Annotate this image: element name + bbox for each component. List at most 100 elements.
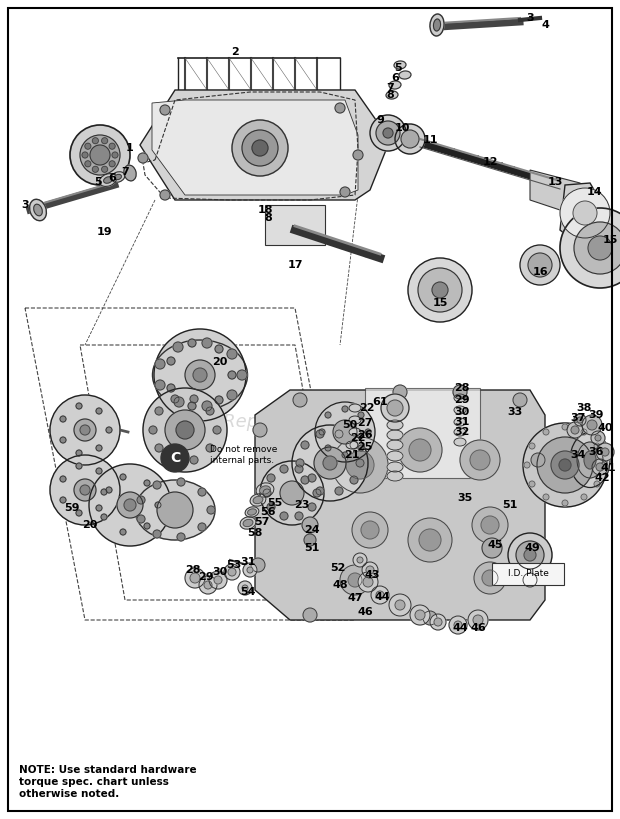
Circle shape <box>600 462 606 468</box>
Ellipse shape <box>454 394 466 402</box>
Text: 27: 27 <box>357 418 373 428</box>
Text: 31: 31 <box>241 557 255 567</box>
Circle shape <box>366 566 374 574</box>
Circle shape <box>333 420 357 444</box>
Circle shape <box>395 124 425 154</box>
Bar <box>365 388 480 478</box>
Circle shape <box>198 488 206 496</box>
Circle shape <box>571 426 579 434</box>
Circle shape <box>120 529 126 535</box>
Text: 15: 15 <box>432 298 448 308</box>
Circle shape <box>198 523 206 531</box>
Text: 11: 11 <box>422 135 438 145</box>
Circle shape <box>415 610 425 620</box>
Circle shape <box>215 396 223 404</box>
Circle shape <box>582 415 602 435</box>
Circle shape <box>453 385 467 399</box>
Circle shape <box>358 412 364 418</box>
Text: 17: 17 <box>287 260 303 270</box>
Ellipse shape <box>99 174 117 187</box>
Circle shape <box>473 615 483 625</box>
Circle shape <box>516 541 544 569</box>
Circle shape <box>434 618 442 626</box>
Text: 4: 4 <box>541 20 549 30</box>
Text: 22: 22 <box>359 403 374 413</box>
Text: 45: 45 <box>487 540 503 550</box>
Circle shape <box>581 429 587 435</box>
Circle shape <box>214 576 222 584</box>
Circle shape <box>70 125 130 185</box>
Text: 39: 39 <box>588 410 604 420</box>
Circle shape <box>204 581 212 589</box>
Circle shape <box>574 222 620 274</box>
Circle shape <box>74 419 96 441</box>
Text: 61: 61 <box>372 397 388 407</box>
Text: 26: 26 <box>357 430 373 440</box>
Circle shape <box>325 412 331 418</box>
Circle shape <box>342 406 348 412</box>
Circle shape <box>408 258 472 322</box>
Circle shape <box>340 187 350 197</box>
Circle shape <box>524 462 530 468</box>
Circle shape <box>280 512 288 520</box>
Text: 53: 53 <box>226 560 242 570</box>
Circle shape <box>167 384 175 392</box>
Circle shape <box>562 424 568 430</box>
Circle shape <box>520 245 560 285</box>
Circle shape <box>559 459 571 471</box>
Circle shape <box>251 558 265 572</box>
Text: 15: 15 <box>602 235 618 245</box>
Circle shape <box>80 425 90 435</box>
Ellipse shape <box>240 517 256 529</box>
Circle shape <box>206 444 214 452</box>
Text: 38: 38 <box>577 403 591 413</box>
Text: 40: 40 <box>597 423 613 433</box>
Text: 54: 54 <box>241 587 255 597</box>
Circle shape <box>430 614 446 630</box>
Circle shape <box>308 474 316 482</box>
Ellipse shape <box>245 507 259 517</box>
Circle shape <box>215 345 223 353</box>
Polygon shape <box>560 183 600 250</box>
Ellipse shape <box>394 61 406 69</box>
Circle shape <box>260 461 324 525</box>
Circle shape <box>263 489 271 497</box>
Text: 5: 5 <box>394 63 402 73</box>
Circle shape <box>165 410 205 450</box>
Text: 21: 21 <box>344 450 360 460</box>
Circle shape <box>381 394 409 422</box>
Text: 7: 7 <box>386 83 394 93</box>
Circle shape <box>596 463 604 471</box>
Circle shape <box>50 455 120 525</box>
Circle shape <box>193 368 207 382</box>
Circle shape <box>149 426 157 434</box>
Circle shape <box>508 533 552 577</box>
Circle shape <box>316 487 324 495</box>
Circle shape <box>332 437 388 493</box>
Text: 32: 32 <box>454 427 470 437</box>
Circle shape <box>161 444 189 472</box>
Circle shape <box>387 400 403 416</box>
Circle shape <box>60 476 66 482</box>
Circle shape <box>60 416 66 422</box>
Circle shape <box>358 445 364 451</box>
Circle shape <box>160 105 170 115</box>
Circle shape <box>601 448 609 456</box>
Text: 6: 6 <box>108 173 116 183</box>
Circle shape <box>363 577 373 587</box>
Text: I.D. Plate: I.D. Plate <box>508 569 549 578</box>
Ellipse shape <box>399 71 411 79</box>
Circle shape <box>454 621 462 629</box>
Polygon shape <box>140 90 390 200</box>
Circle shape <box>592 459 608 475</box>
Circle shape <box>60 437 66 443</box>
Circle shape <box>167 357 175 365</box>
Ellipse shape <box>115 174 122 179</box>
Circle shape <box>573 201 597 225</box>
Text: NOTE: Use standard hardware
torque spec. chart unless
otherwise noted.: NOTE: Use standard hardware torque spec.… <box>19 765 196 799</box>
Ellipse shape <box>243 519 253 527</box>
Circle shape <box>365 429 371 435</box>
Text: 25: 25 <box>357 442 373 452</box>
Circle shape <box>280 465 288 473</box>
Circle shape <box>383 128 393 138</box>
